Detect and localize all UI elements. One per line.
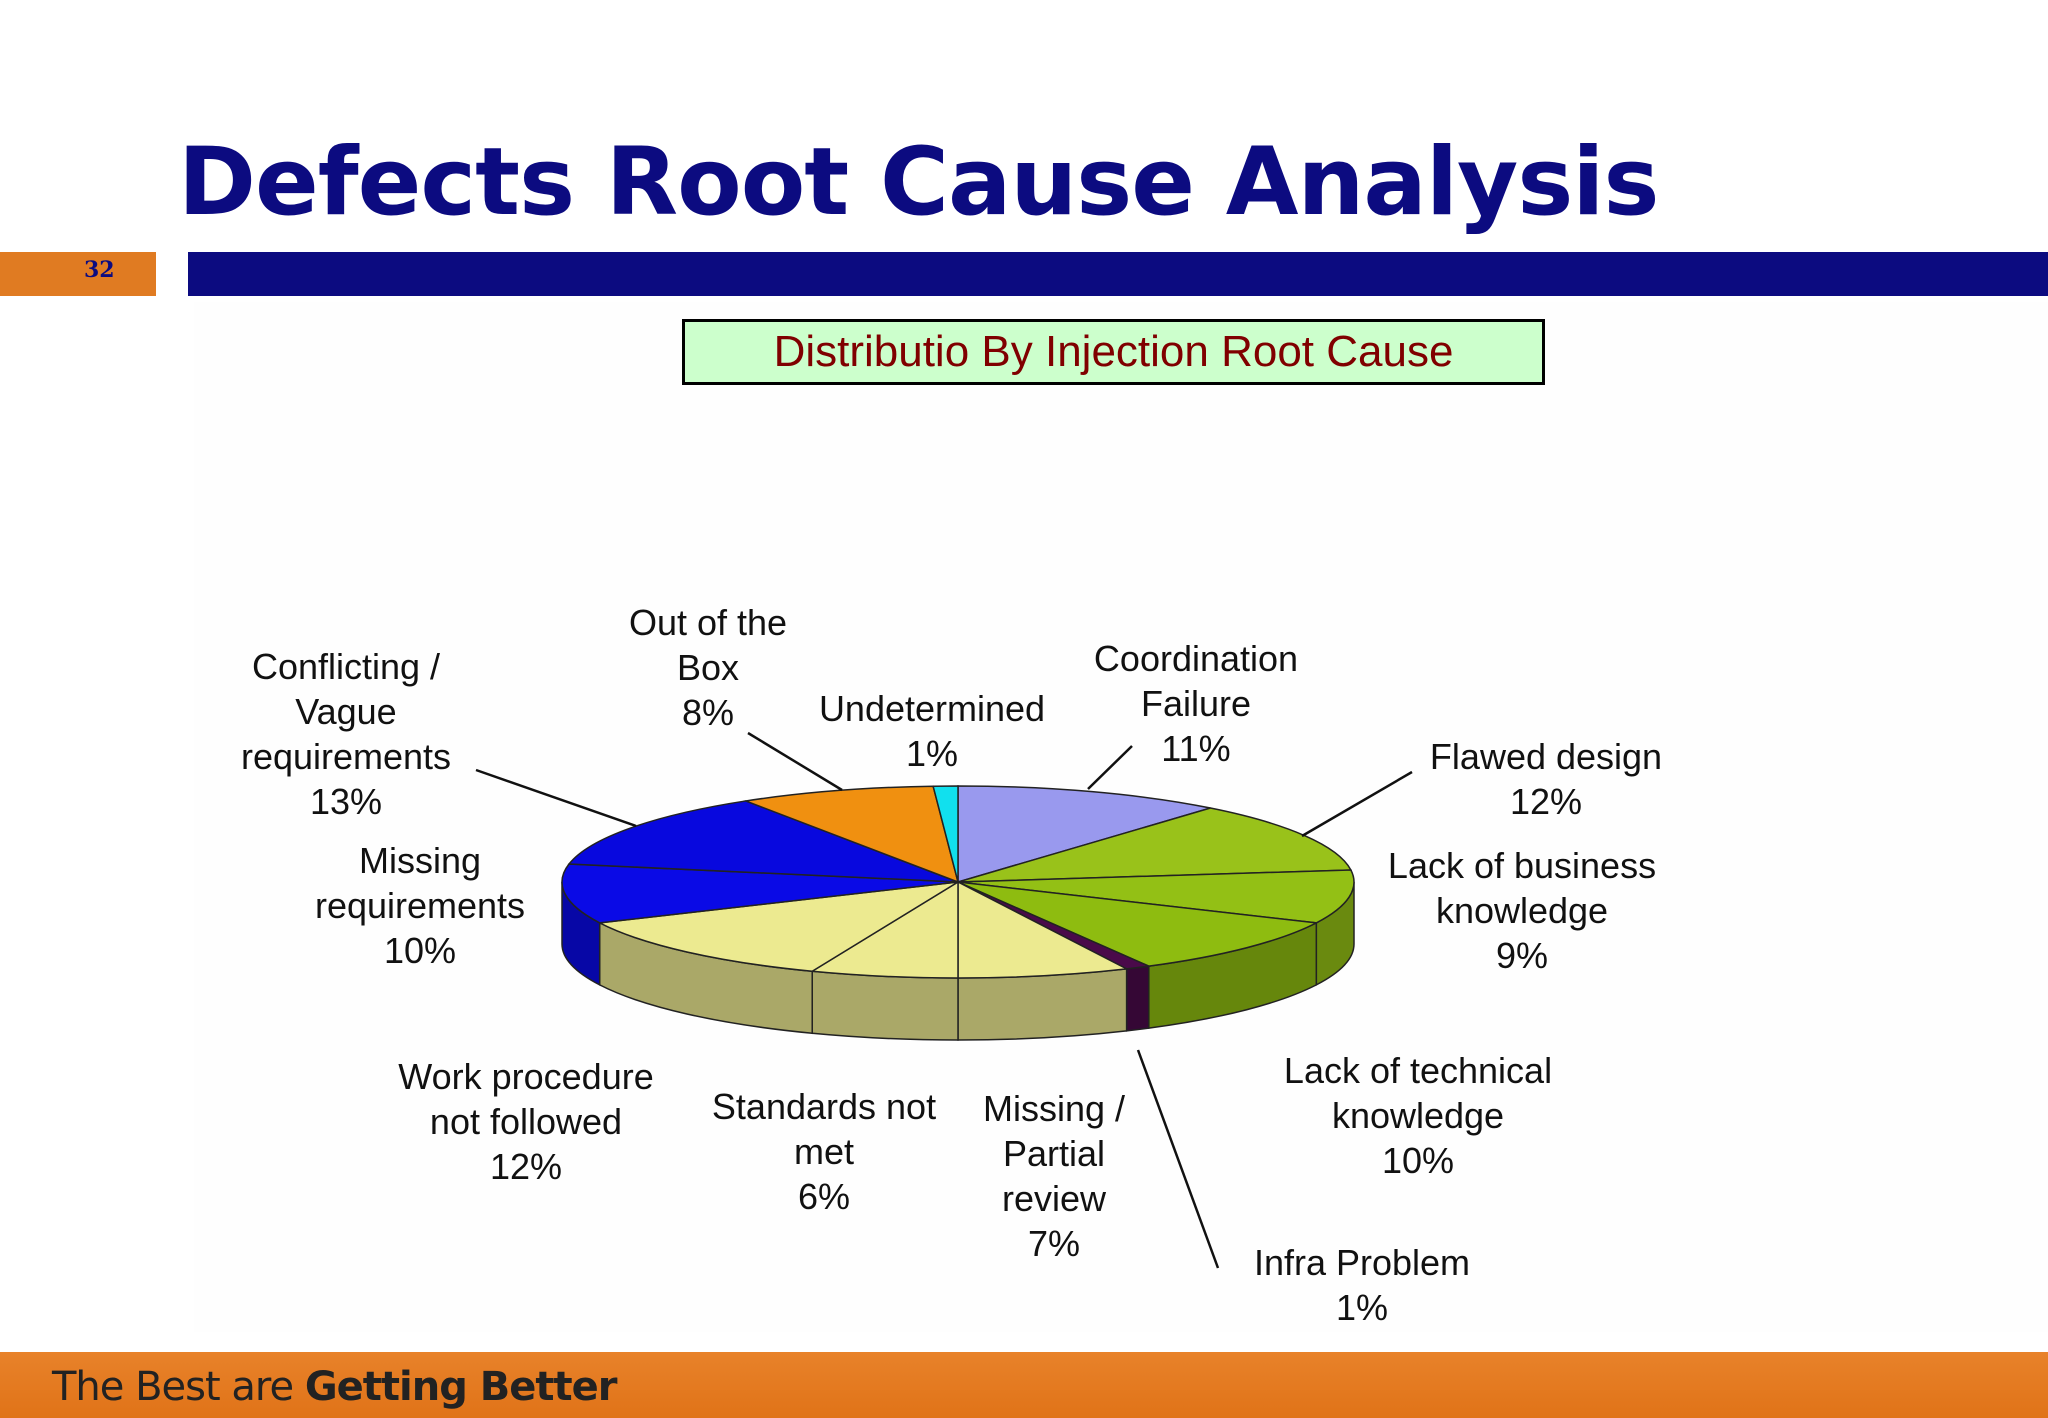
slice-label-line: Partial [1002, 1133, 1106, 1174]
slice-percent: 1% [905, 733, 959, 774]
slice-percent: 12% [489, 1146, 563, 1187]
slice-label-conflicting-vague-requirements: Conflicting / Vague requirements 13% [241, 644, 451, 824]
slice-label-line: Box [676, 647, 740, 688]
slice-percent: 12% [1509, 781, 1583, 822]
slice-percent: 11% [1161, 728, 1231, 769]
pie-slice-coordination-failure [957, 785, 1211, 884]
title-rule [188, 252, 2048, 296]
slice-label-line: Coordination [1093, 638, 1299, 679]
slice-percent: 7% [1027, 1223, 1081, 1264]
slice-label-infra-problem: Infra Problem 1% [1254, 1240, 1470, 1330]
slice-label-line: requirements [314, 885, 526, 926]
slice-label-missing-partial-review: Missing / Partial review 7% [983, 1086, 1125, 1266]
slice-label-lack-of-technical-knowledge: Lack of technical knowledge 10% [1284, 1048, 1552, 1183]
slice-label-line: Missing / [982, 1088, 1126, 1129]
slice-label-line: Vague [295, 691, 397, 732]
pie-side-standards-not-met [811, 970, 959, 1041]
leader-line-flawed-design [1301, 770, 1413, 838]
footer-tagline: The Best are Getting Better [52, 1364, 618, 1410]
pie-slice-out-of-the-box [742, 785, 960, 884]
pie-slice-standards-not-met [809, 880, 959, 979]
slice-percent: 9% [1495, 935, 1549, 976]
pie-slice-flawed-design [957, 807, 1353, 883]
pie-slice-lack-of-technical-knowledge [957, 881, 1319, 967]
leader-line-out-of-the-box [747, 731, 843, 792]
slice-label-standards-not-met: Standards not met 6% [712, 1084, 936, 1219]
slice-percent: 8% [681, 692, 735, 733]
slice-label-coordination-failure: Coordination Failure 11% [1094, 636, 1298, 771]
slice-label-line: Lack of business [1387, 845, 1657, 886]
pie-slice-conflicting-vague-requirements [567, 800, 959, 883]
footer-tagline-light: The Best are [52, 1364, 305, 1410]
slice-label-line: requirements [240, 736, 452, 777]
slide-title: Defects Root Cause Analysis [178, 128, 1659, 237]
slice-label-work-procedure-not-followed: Work procedure not followed 12% [398, 1054, 653, 1189]
slice-label-flawed-design: Flawed design 12% [1430, 734, 1662, 824]
slice-label-line: review [1001, 1178, 1107, 1219]
footer-tagline-bold: Getting Better [304, 1364, 618, 1410]
slice-label-line: Work procedure [398, 1056, 654, 1097]
slice-label-line: Undetermined [818, 688, 1046, 729]
slice-percent: 1% [1335, 1287, 1389, 1328]
slice-label-line: met [793, 1131, 854, 1172]
slice-percent: 13% [309, 781, 383, 822]
slice-label-line: Standards not [711, 1086, 937, 1127]
slice-label-line: knowledge [1331, 1095, 1505, 1136]
pie-slice-work-procedure-not-followed [597, 881, 959, 973]
pie-slice-missing-requirements [561, 863, 959, 924]
slice-label-line: Flawed design [1429, 736, 1663, 777]
leader-line-conflicting-vague-requirements [475, 768, 637, 828]
slice-label-lack-of-business-knowledge: Lack of business knowledge 9% [1388, 843, 1656, 978]
slice-label-line: Missing [358, 840, 482, 881]
slice-percent: 10% [1381, 1140, 1455, 1181]
footer-bar [0, 1352, 2048, 1418]
pie-side-infra-problem [1125, 965, 1150, 1032]
slice-label-out-of-the-box: Out of the Box 8% [629, 600, 787, 735]
slice-label-line: Lack of technical [1283, 1050, 1553, 1091]
slice-label-missing-requirements: Missing requirements 10% [315, 838, 525, 973]
slice-label-line: Infra Problem [1253, 1242, 1471, 1283]
slice-percent: 10% [383, 930, 457, 971]
chart-title-box: Distributio By Injection Root Cause [682, 319, 1545, 385]
slice-label-line: not followed [429, 1101, 623, 1142]
slice-percent: 6% [797, 1176, 851, 1217]
pie-side-missing-partial-review [957, 968, 1128, 1041]
page-number: 32 [84, 257, 115, 283]
leader-line-coordination-failure [1087, 745, 1133, 790]
pie-slice-missing-partial-review [957, 880, 1130, 979]
slice-label-line: Out of the [628, 602, 788, 643]
slice-label-line: Failure [1140, 683, 1252, 724]
slice-label-undetermined: Undetermined 1% [819, 686, 1045, 776]
pie-slice-undetermined [932, 785, 959, 883]
slice-label-line: knowledge [1435, 890, 1609, 931]
slice-label-line: Conflicting / [251, 646, 441, 687]
pie-slice-lack-of-business-knowledge [957, 869, 1355, 924]
leader-line-infra-problem [1136, 1049, 1220, 1269]
chart-title: Distributio By Injection Root Cause [773, 327, 1454, 376]
page-number-box [0, 252, 156, 296]
